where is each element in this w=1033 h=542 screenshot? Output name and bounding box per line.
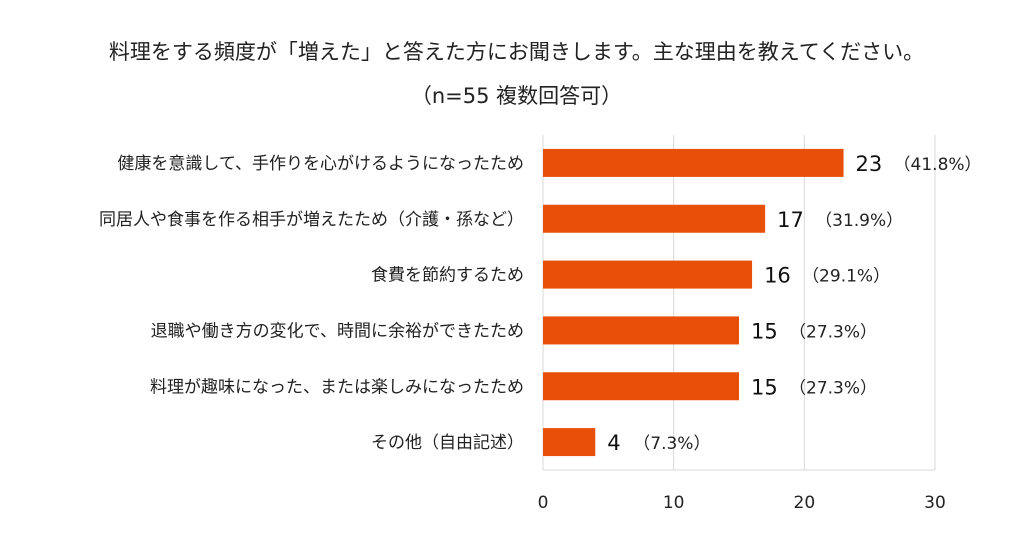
value-label-4: 15 <box>751 375 778 399</box>
value-label-2: 16 <box>764 264 791 288</box>
bar-2 <box>543 260 753 289</box>
bar-1 <box>543 204 766 233</box>
value-label-5: 4 <box>607 431 620 455</box>
percent-label-4: （27.3%） <box>789 378 877 398</box>
bar-0 <box>543 148 844 177</box>
x-tick-label-1: 10 <box>663 493 685 513</box>
bar-3 <box>543 316 739 345</box>
x-tick-label-2: 20 <box>794 493 816 513</box>
category-label-4: 料理が趣味になった、または楽しみになったため <box>150 377 524 397</box>
x-tick-label-0: 0 <box>538 493 549 513</box>
category-label-3: 退職や働き方の変化で、時間に余裕ができたため <box>151 321 524 341</box>
value-label-1: 17 <box>777 208 804 232</box>
percent-label-1: （31.9%） <box>815 211 903 231</box>
chart-title: 料理をする頻度が「増えた」と答えた方にお聞きします。主な理由を教えてください。 <box>108 40 925 64</box>
category-label-1: 同居人や食事を作る相手が増えたため（介護・孫など） <box>99 210 524 230</box>
value-label-3: 15 <box>751 319 778 343</box>
x-tick-label-3: 30 <box>924 493 946 513</box>
bar-4 <box>543 372 739 401</box>
percent-label-0: （41.8%） <box>894 155 982 175</box>
chart-subtitle: （n=55 複数回答可） <box>410 84 623 108</box>
value-label-0: 23 <box>856 152 883 176</box>
category-label-2: 食費を節約するため <box>371 266 524 286</box>
percent-label-2: （29.1%） <box>802 267 890 287</box>
bar-5 <box>543 428 596 457</box>
category-label-0: 健康を意識して、手作りを心がけるようになったため <box>117 154 524 174</box>
category-label-5: その他（自由記述） <box>371 433 524 453</box>
percent-label-3: （27.3%） <box>789 322 877 342</box>
percent-label-5: （7.3%） <box>633 434 710 454</box>
